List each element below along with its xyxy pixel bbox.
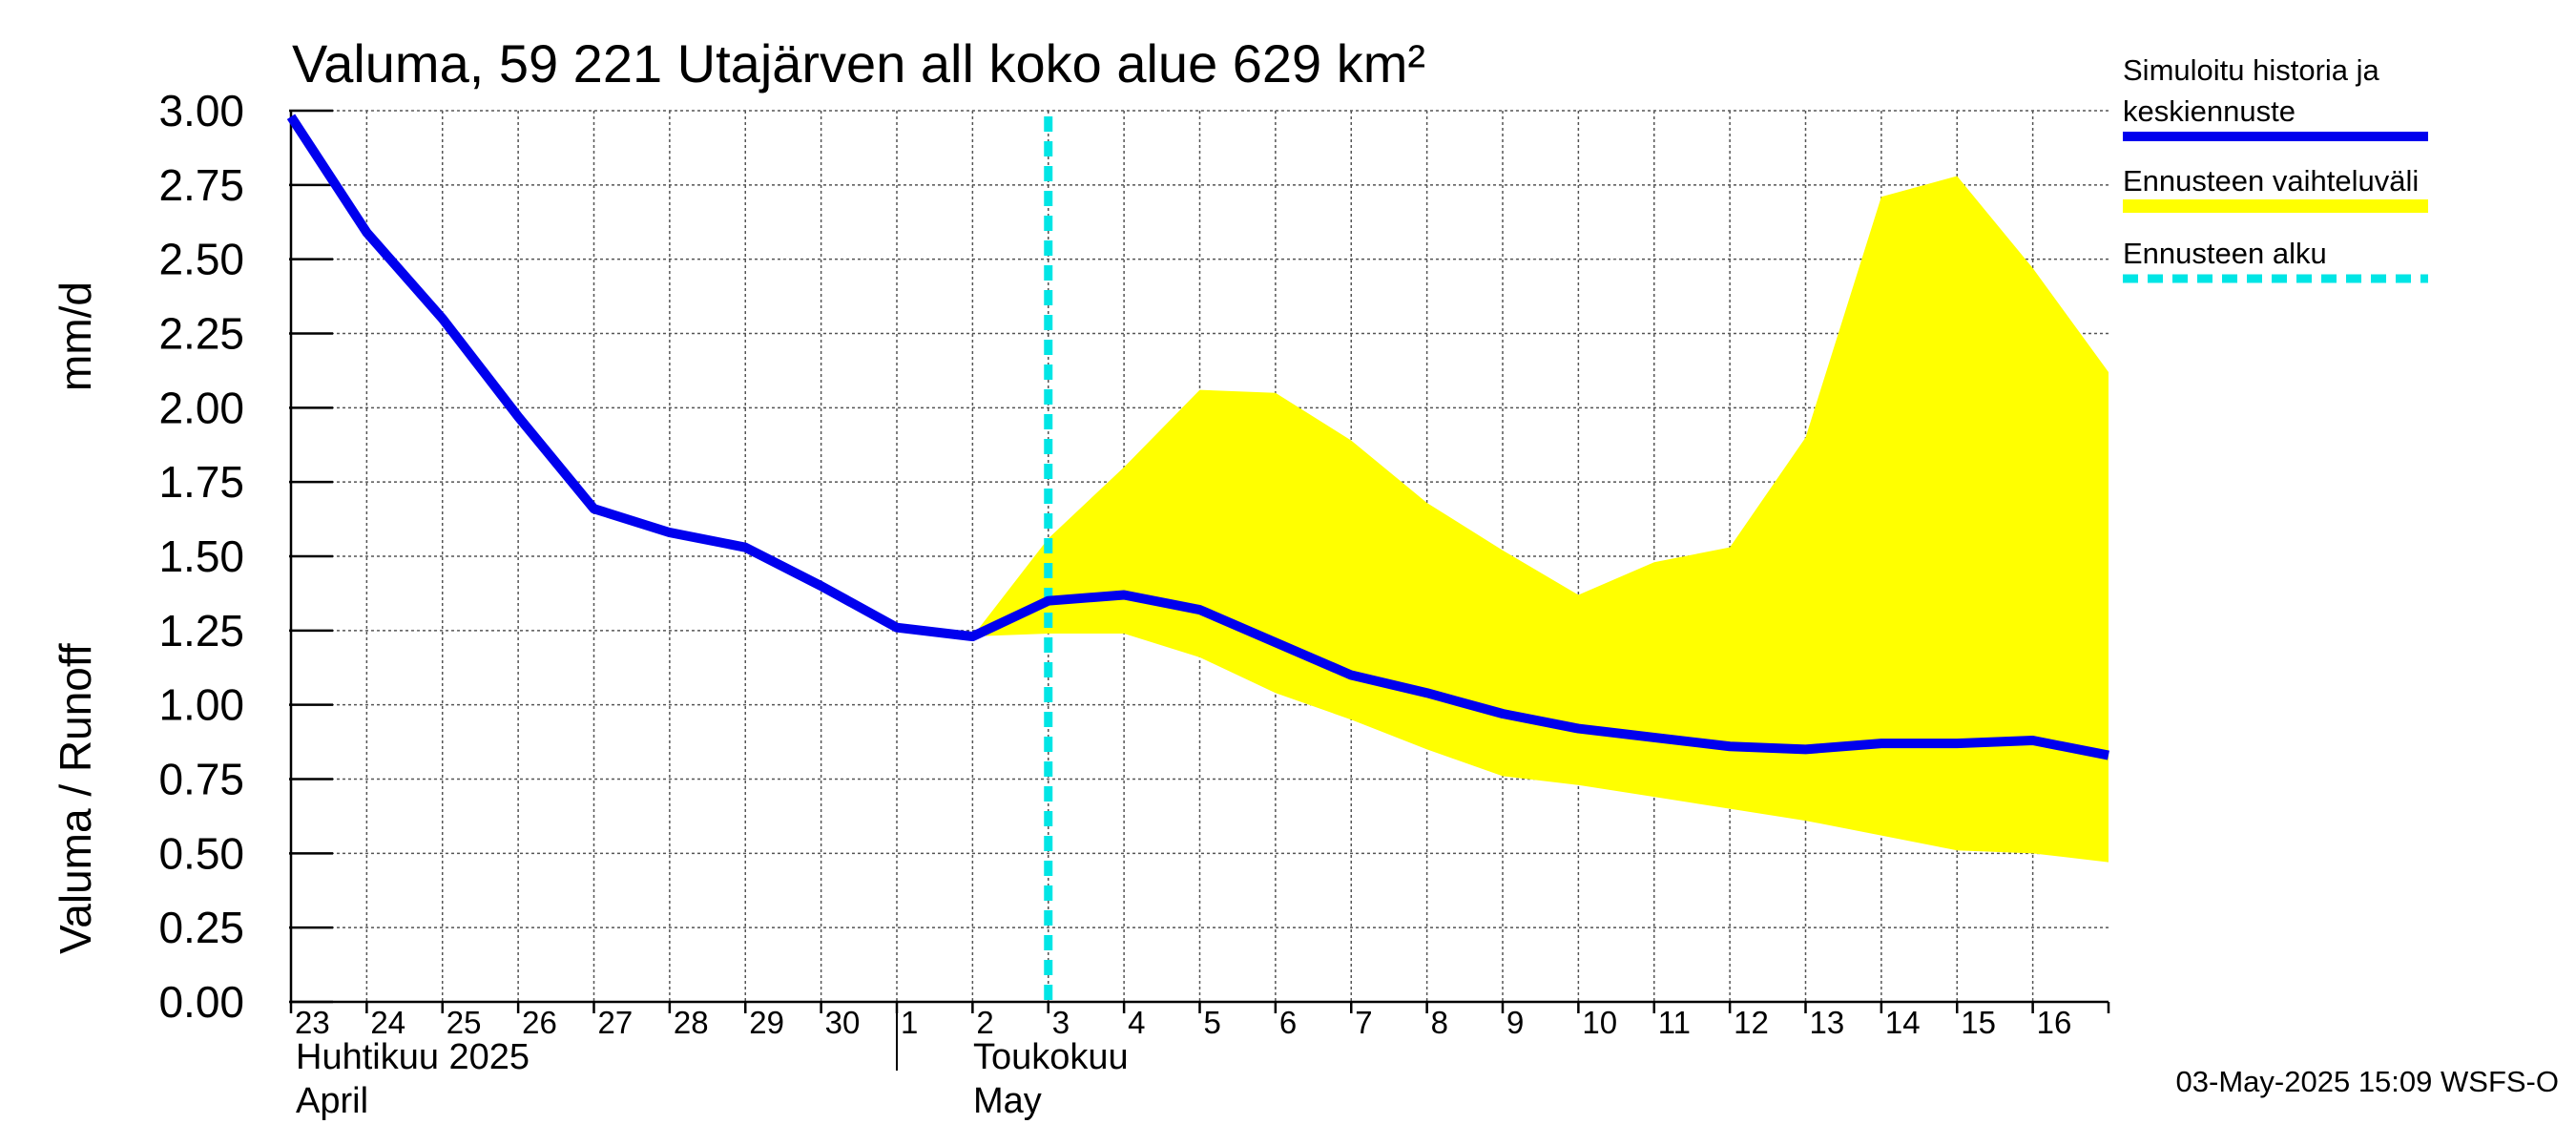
legend: Simuloitu historia ja keskiennuste Ennus… (2123, 53, 2428, 283)
y-tick-labels: 0.00 0.25 0.50 0.75 1.00 1.25 1.50 1.75 2.00 2.25… (158, 86, 244, 1027)
x-tick-label: 24 (370, 1005, 405, 1040)
footer-timestamp: 03-May-2025 15:09 WSFS-O (2176, 1065, 2559, 1098)
forecast-range-band (972, 176, 2109, 863)
legend-label-band: Ennusteen vaihteluväli (2123, 164, 2419, 198)
y-tick-label: 0.50 (158, 828, 244, 878)
chart-title: Valuma, 59 221 Utajärven all koko alue 6… (292, 33, 1425, 94)
x-tick-label: 9 (1506, 1005, 1524, 1040)
x-tick-label: 16 (2037, 1005, 2072, 1040)
x-tick-label: 2 (976, 1005, 993, 1040)
x-tick-label: 7 (1355, 1005, 1372, 1040)
y-tick-label: 2.25 (158, 309, 244, 359)
month-may-en: May (973, 1081, 1042, 1121)
x-tick-label: 25 (447, 1005, 482, 1040)
x-tick-label: 29 (749, 1005, 784, 1040)
y-axis-label-right: mm/d (51, 281, 100, 391)
x-tick-label: 28 (674, 1005, 709, 1040)
x-tick-label: 8 (1431, 1005, 1448, 1040)
y-tick-label: 2.75 (158, 160, 244, 210)
y-tick-label: 1.50 (158, 531, 244, 581)
x-tick-label: 12 (1734, 1005, 1769, 1040)
x-tick-label: 23 (295, 1005, 330, 1040)
x-tick-label: 6 (1279, 1005, 1297, 1040)
legend-label-forecast-start: Ennusteen alku (2123, 237, 2327, 270)
x-tick-label: 26 (522, 1005, 557, 1040)
x-tick-label: 27 (598, 1005, 634, 1040)
y-tick-label: 3.00 (158, 86, 244, 135)
y-tick-label: 0.75 (158, 755, 244, 804)
x-tick-label: 30 (825, 1005, 861, 1040)
y-tick-label: 0.00 (158, 977, 244, 1027)
x-tick-label: 14 (1885, 1005, 1921, 1040)
month-may-fi: Toukokuu (973, 1037, 1129, 1077)
legend-label-mean-2: keskiennuste (2123, 94, 2296, 128)
x-tick-label: 15 (1961, 1005, 1996, 1040)
month-april-fi: Huhtikuu 2025 (296, 1037, 530, 1077)
x-tick-label: 3 (1052, 1005, 1070, 1040)
y-tick-label: 0.25 (158, 903, 244, 952)
x-tick-label: 1 (901, 1005, 918, 1040)
legend-label-mean-1: Simuloitu historia ja (2123, 53, 2380, 87)
y-tick-label: 1.00 (158, 680, 244, 730)
plot-axes (289, 109, 2110, 1071)
y-tick-label: 1.25 (158, 606, 244, 656)
simulated-mean-line (286, 114, 2109, 760)
month-april-en: April (296, 1081, 368, 1121)
y-tick-label: 1.75 (158, 457, 244, 507)
x-tick-label: 13 (1810, 1005, 1845, 1040)
y-tick-label: 2.00 (158, 383, 244, 432)
x-tick-labels: 23 24 25 26 27 28 29 30 1 2 3 4 5 6 7 8 9 10 11 12 13 14 15 16 (295, 1005, 2071, 1040)
x-tick-label: 10 (1582, 1005, 1617, 1040)
x-tick-label: 11 (1658, 1005, 1691, 1040)
y-axis-label-left: Valuma / Runoff (51, 643, 100, 954)
x-tick-label: 5 (1204, 1005, 1221, 1040)
y-tick-label: 2.50 (158, 235, 244, 284)
x-tick-label: 4 (1128, 1005, 1145, 1040)
